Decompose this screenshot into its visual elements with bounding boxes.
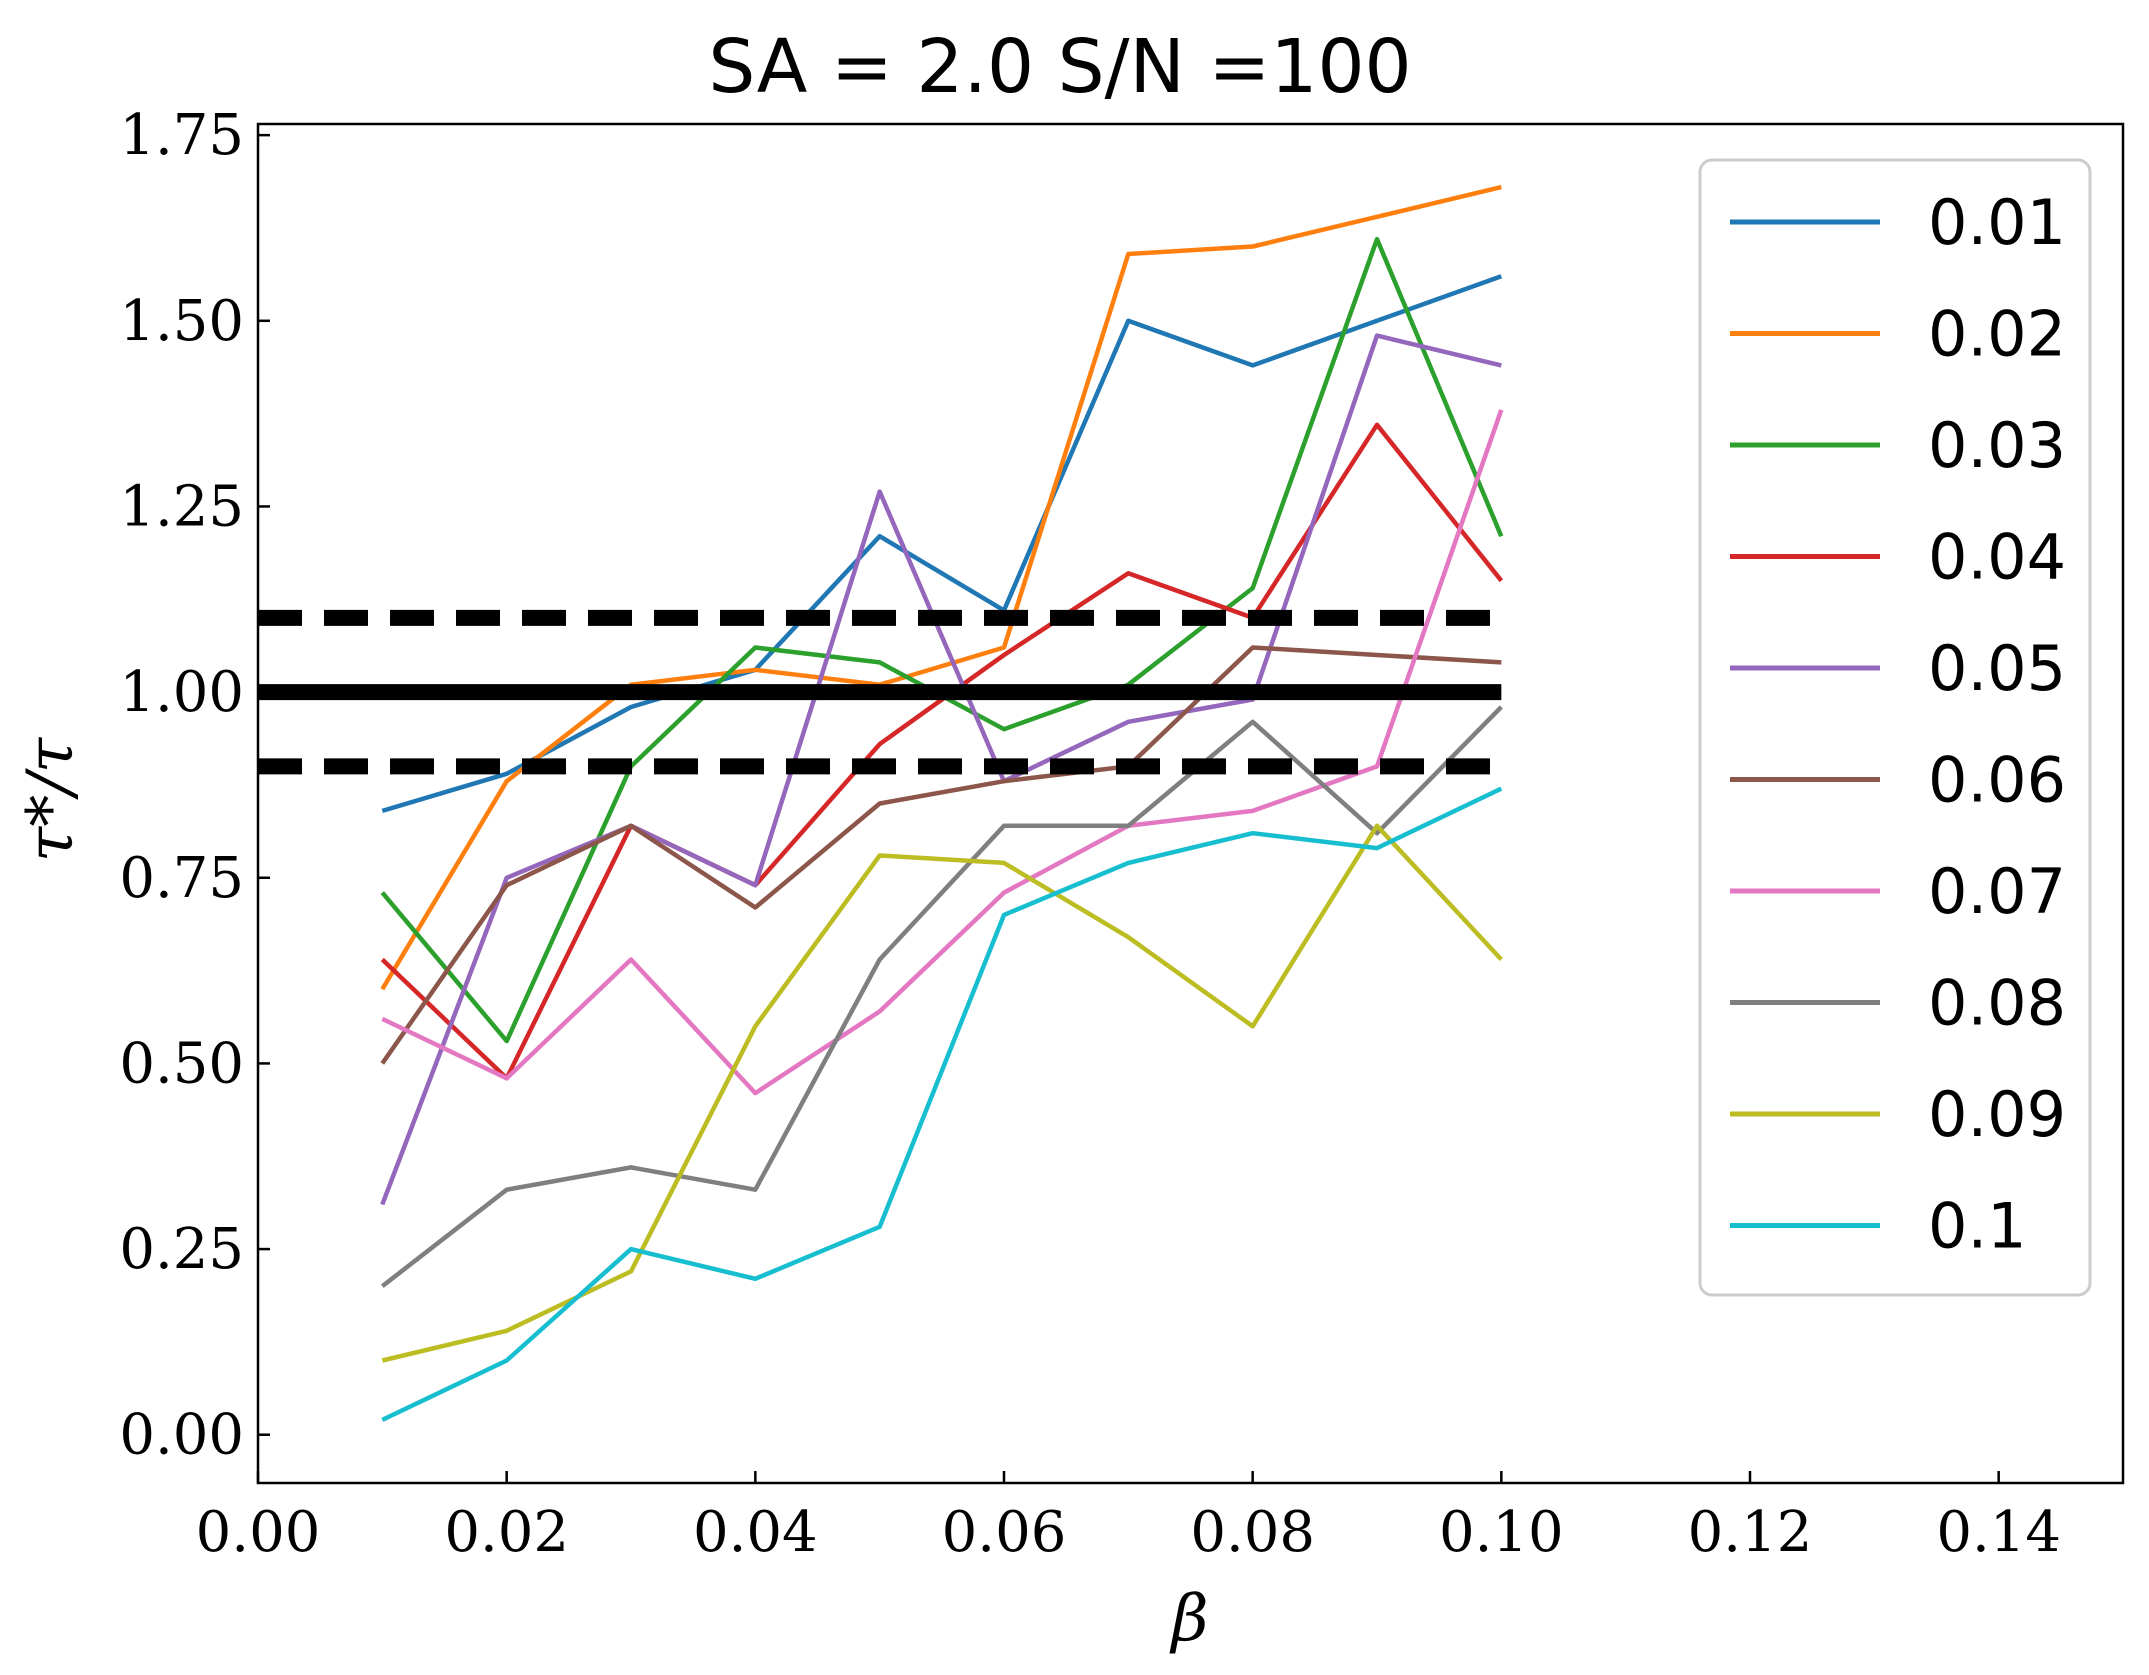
legend-label: 0.09 [1928, 1078, 2066, 1151]
series-line-0.05 [380, 333, 1502, 1206]
x-tick-label: 0.02 [444, 1500, 569, 1565]
x-axis-title: β [1170, 1582, 1209, 1656]
series-line-0.02 [380, 184, 1502, 991]
x-tick-label: 0.04 [693, 1500, 818, 1565]
legend-label: 0.04 [1928, 521, 2066, 594]
y-tick-label: 1.25 [119, 474, 244, 539]
chart-title: SA = 2.0 S/N =100 [708, 24, 1411, 110]
x-tick-label: 0.06 [942, 1500, 1067, 1565]
series-line-0.07 [381, 409, 1504, 1096]
y-tick-label: 0.00 [119, 1403, 244, 1468]
y-axis-title: τ*/τ [14, 736, 88, 862]
series-line-0.1 [381, 786, 1503, 1422]
x-tick-label: 0.08 [1190, 1500, 1315, 1565]
y-tick-label: 0.25 [119, 1217, 244, 1282]
axes-frame [256, 122, 2125, 1485]
legend-label: 0.01 [1928, 186, 2066, 259]
legend-label: 0.06 [1928, 744, 2066, 817]
series-line-0.01 [381, 274, 1503, 814]
series-line-0.06 [380, 645, 1502, 1065]
x-tick-label: 0.10 [1439, 1500, 1564, 1565]
x-tick-label: 0.00 [196, 1500, 321, 1565]
plot-area: 0.00 0.02 0.04 0.06 0.08 0.10 0.12 0.14 0.00 0.25… [119, 103, 2125, 1565]
series-line-0.08 [380, 705, 1503, 1288]
y-tick-label: 1.50 [119, 289, 244, 354]
legend-label: 0.02 [1928, 298, 2066, 371]
y-tick-label: 1.75 [119, 103, 244, 168]
legend-label: 0.08 [1928, 967, 2066, 1040]
y-tick-label: 1.00 [119, 660, 244, 725]
legend-label: 0.03 [1928, 409, 2066, 482]
legend: 0.01 0.02 0.03 0.04 0.05 0.06 0.07 0.08 0.09 0.1 [1698, 158, 2092, 1297]
legend-label: 0.07 [1928, 855, 2066, 928]
series-line-0.09 [381, 823, 1503, 1363]
x-tick-label: 0.12 [1688, 1500, 1813, 1565]
y-tick-label: 0.50 [119, 1031, 244, 1096]
legend-label: 0.1 [1928, 1190, 2027, 1263]
legend-label: 0.05 [1928, 632, 2066, 705]
y-tick-label: 0.75 [119, 846, 244, 911]
x-tick-label: 0.14 [1936, 1500, 2061, 1565]
